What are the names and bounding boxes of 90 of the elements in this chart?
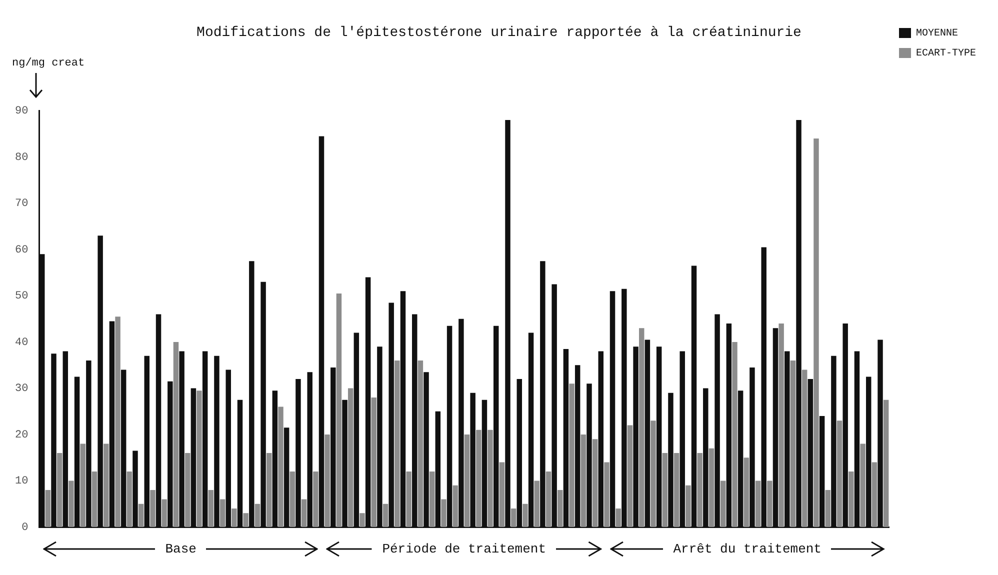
- bar: [767, 480, 772, 527]
- bar: [208, 490, 214, 527]
- bar: [708, 448, 714, 527]
- bar: [254, 504, 260, 527]
- bar: [266, 453, 272, 527]
- bar: [185, 453, 190, 527]
- y-tick-label: 0: [22, 522, 28, 534]
- text: Arrêt du traitement: [673, 541, 822, 556]
- bar: [697, 453, 702, 527]
- y-tick-label: 80: [15, 152, 28, 164]
- bar: [872, 462, 878, 527]
- bar: [301, 499, 307, 527]
- bar: [464, 434, 470, 527]
- bar: [814, 138, 819, 527]
- bar: [382, 504, 388, 527]
- y-tick-label: 30: [15, 383, 28, 396]
- bar: [418, 360, 424, 527]
- bar: [162, 499, 167, 527]
- bar: [510, 508, 516, 527]
- bar: [348, 388, 354, 527]
- bar: [744, 458, 750, 527]
- bar: [558, 490, 563, 527]
- y-tick-label: 10: [15, 476, 28, 488]
- bar: [488, 430, 493, 527]
- bar: [883, 400, 889, 527]
- bar: [104, 444, 109, 527]
- bar: [150, 490, 156, 527]
- bar: [126, 472, 132, 527]
- bar: [755, 480, 761, 527]
- bar: [138, 504, 144, 527]
- bar: [336, 293, 342, 527]
- bar: [115, 316, 120, 527]
- bar: [569, 384, 574, 527]
- bar: [220, 499, 226, 527]
- legend-label: ECART-TYPE: [916, 48, 976, 60]
- bar: [406, 472, 412, 527]
- bar: [732, 342, 738, 527]
- bar: [452, 485, 458, 527]
- bar: [173, 342, 179, 527]
- bar: [790, 360, 796, 527]
- bar: [778, 324, 784, 527]
- bar: [592, 439, 598, 527]
- bar: [825, 490, 830, 527]
- bar: [627, 425, 633, 527]
- bar: [56, 453, 62, 527]
- bar: [232, 508, 237, 527]
- bar: [313, 472, 318, 527]
- bar: [324, 434, 330, 527]
- bar: [604, 462, 610, 527]
- y-tick-label: 60: [15, 244, 28, 256]
- bar: [522, 504, 528, 527]
- bar: [499, 462, 505, 527]
- bar: [860, 444, 866, 527]
- bar: [650, 420, 656, 527]
- bar: [639, 328, 644, 527]
- bar: [580, 434, 586, 527]
- bar: [290, 472, 296, 527]
- bar: [662, 453, 668, 527]
- bar: [196, 390, 202, 527]
- bar: [546, 472, 552, 527]
- y-tick-label: 20: [15, 429, 28, 442]
- bar: [243, 513, 248, 527]
- bar: [674, 453, 680, 527]
- bar: [686, 485, 691, 527]
- bar: [802, 370, 808, 527]
- bar: [278, 406, 284, 527]
- bar: [371, 398, 376, 527]
- bar: [534, 480, 540, 527]
- bar: [68, 480, 74, 527]
- chart-title: Modifications de l'épitestostérone urinaire rapportée à la créatininurie: [196, 25, 802, 42]
- bar: [476, 430, 482, 527]
- bar: [360, 513, 365, 527]
- y-axis-title: ng/mg creat: [12, 58, 85, 70]
- bar: [92, 472, 98, 527]
- bar: [441, 499, 446, 527]
- bar: [394, 360, 400, 527]
- bar: [848, 472, 854, 527]
- bar: [80, 444, 86, 527]
- y-tick-label: 70: [15, 198, 28, 210]
- text: Base: [165, 541, 196, 556]
- y-tick-label: 40: [15, 336, 28, 349]
- y-tick-label: 90: [15, 106, 28, 118]
- bar: [836, 420, 842, 527]
- bar: [429, 472, 435, 527]
- bar: [616, 508, 621, 527]
- legend-label: MOYENNE: [916, 28, 958, 40]
- bar: [45, 490, 51, 527]
- bar: [720, 480, 726, 527]
- text: Période de traitement: [382, 541, 546, 556]
- y-tick-label: 50: [15, 290, 28, 303]
